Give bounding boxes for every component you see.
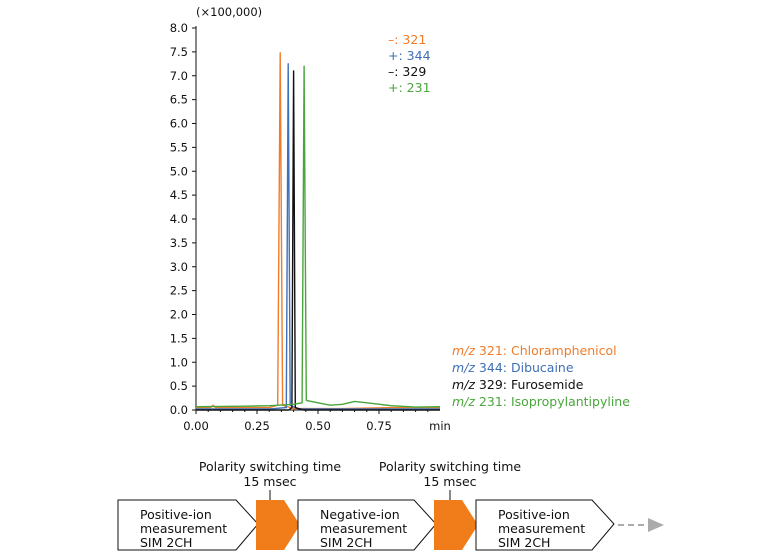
y-tick-label: 0.5 xyxy=(170,379,188,393)
mz-prefix: m/z xyxy=(452,394,475,409)
compound-label-mz-231: m/z 231: Isopropylantipyline xyxy=(452,394,630,409)
x-tick-label: 0.25 xyxy=(244,419,270,433)
switch-time-2: 15 msec xyxy=(423,474,476,489)
step-box-positive-1 xyxy=(117,499,259,551)
compound-label-mz-321: m/z 321: Chloramphenicol xyxy=(452,343,617,358)
y-tick-label: 3.5 xyxy=(170,236,188,250)
continuation-arrow-head xyxy=(648,518,664,532)
x-unit-label: min xyxy=(429,419,451,433)
y-tick-label: 3.0 xyxy=(170,260,188,274)
compound-label-mz-344: m/z 344: Dibucaine xyxy=(452,360,574,375)
step3-line1: Positive-ion xyxy=(498,507,570,522)
compound-label-mz-329: m/z 329: Furosemide xyxy=(452,377,584,392)
y-tick-label: 6.5 xyxy=(170,93,188,107)
switch-block-2 xyxy=(434,500,478,550)
compound-text: 231: Isopropylantipyline xyxy=(475,394,630,409)
step2-line3: SIM 2CH xyxy=(320,535,372,550)
polarity-process-diagram: Polarity switching time 15 msec Polarity… xyxy=(117,459,664,551)
y-tick-label: 2.0 xyxy=(170,308,188,322)
y-tick-label: 6.0 xyxy=(170,117,188,131)
legend-entry-mz-344: +: 344 xyxy=(388,48,431,63)
switch-block-1 xyxy=(256,500,300,550)
step2-line1: Negative-ion xyxy=(320,507,400,522)
y-axis-ticks: 0.0 0.5 1.0 1.5 2.0 2.5 3.0 3.5 4.0 4.5 5.0 5.5 6.0 6… xyxy=(170,21,196,417)
legend: –: 321+: 344–: 329+: 231 xyxy=(388,32,431,95)
y-tick-label: 1.5 xyxy=(170,331,188,345)
series-lines xyxy=(195,52,441,411)
mz-prefix: m/z xyxy=(452,343,475,358)
x-tick-label: 0.50 xyxy=(305,419,331,433)
series-line-mz-344 xyxy=(196,63,440,410)
x-tick-label: 0.75 xyxy=(366,419,392,433)
x-tick-label: 0.00 xyxy=(183,419,209,433)
step3-line2: measurement xyxy=(498,521,585,536)
step2-line2: measurement xyxy=(320,521,407,536)
legend-entry-mz-329: –: 329 xyxy=(388,64,426,79)
legend-entry-mz-321: –: 321 xyxy=(388,32,426,47)
plot-area: 0.0 0.5 1.0 1.5 2.0 2.5 3.0 3.5 4.0 4.5 5.0 5.5 6.0 6… xyxy=(170,21,441,433)
y-tick-label: 0.0 xyxy=(170,403,188,417)
x-axis-ticks: 0.00 0.25 0.50 0.75 xyxy=(183,410,429,433)
y-tick-label: 5.0 xyxy=(170,164,188,178)
mz-prefix: m/z xyxy=(452,377,475,392)
step1-line1: Positive-ion xyxy=(140,507,212,522)
mz-prefix: m/z xyxy=(452,360,475,375)
compound-text: 321: Chloramphenicol xyxy=(475,343,617,358)
y-tick-label: 4.0 xyxy=(170,212,188,226)
legend-entry-mz-231: +: 231 xyxy=(388,80,431,95)
y-tick-label: 8.0 xyxy=(170,21,188,35)
series-line-mz-231 xyxy=(195,65,441,408)
step3-line3: SIM 2CH xyxy=(498,535,550,550)
compound-text: 344: Dibucaine xyxy=(475,360,574,375)
switch-label-1: Polarity switching time xyxy=(199,459,342,474)
step1-line3: SIM 2CH xyxy=(140,535,192,550)
switch-label-2: Polarity switching time xyxy=(379,459,522,474)
step-box-negative xyxy=(297,499,437,551)
series-line-mz-329 xyxy=(196,70,440,411)
compound-text: 329: Furosemide xyxy=(475,377,584,392)
y-tick-label: 1.0 xyxy=(170,355,188,369)
step-box-positive-2 xyxy=(475,499,615,551)
step1-line2: measurement xyxy=(140,521,227,536)
y-tick-label: 5.5 xyxy=(170,140,188,154)
series-line-mz-321 xyxy=(196,52,440,410)
y-tick-label: 7.0 xyxy=(170,69,188,83)
y-scale-label: (×100,000) xyxy=(196,5,262,19)
y-tick-label: 2.5 xyxy=(170,284,188,298)
switch-time-1: 15 msec xyxy=(243,474,296,489)
y-tick-label: 7.5 xyxy=(170,45,188,59)
y-tick-label: 4.5 xyxy=(170,188,188,202)
